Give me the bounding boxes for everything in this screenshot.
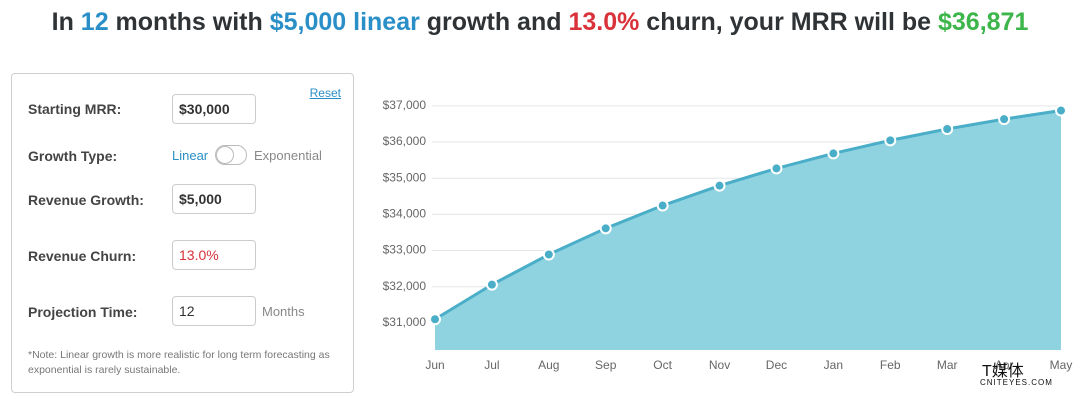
headline-part: $5,000 linear — [269, 8, 420, 36]
watermark: T媒体 — [982, 363, 1024, 380]
headline-part: 13.0% — [568, 8, 640, 36]
toggle-knob — [216, 146, 234, 164]
field-label: Growth Type: — [28, 148, 118, 164]
x-tick-label: Mar — [937, 358, 958, 372]
settings-panel: Reset Starting MRR: $30,000 Growth Type:… — [11, 73, 354, 393]
point — [827, 147, 840, 160]
watermark: CNITEYES.COM — [980, 378, 1053, 387]
text-input[interactable]: 12 — [172, 296, 256, 326]
point — [884, 134, 897, 147]
field-label: Revenue Churn: — [28, 248, 137, 264]
toggle-option[interactable]: Exponential — [254, 148, 322, 163]
field-label: Revenue Growth: — [28, 192, 144, 208]
point — [599, 222, 612, 235]
area — [435, 110, 1061, 350]
x-tick-label: Nov — [709, 358, 730, 372]
x-tick-label: Sep — [595, 358, 617, 372]
x-tick-label: Jun — [425, 358, 444, 372]
y-tick-label: $35,000 — [383, 170, 427, 184]
point — [485, 278, 498, 291]
y-tick-label: $37,000 — [383, 98, 427, 112]
y-tick-label: $33,000 — [383, 243, 427, 257]
headline-part: months with — [108, 8, 270, 36]
field-label: Starting MRR: — [28, 101, 122, 117]
point — [941, 123, 954, 135]
headline-part: growth and — [419, 8, 569, 36]
text-input[interactable]: 13.0% — [172, 240, 256, 270]
y-tick-label: $34,000 — [383, 207, 427, 221]
y-tick-label: $32,000 — [383, 279, 427, 293]
point — [656, 199, 669, 212]
headline-part: churn, your MRR will be — [639, 8, 938, 36]
headline-part: 12 — [80, 8, 109, 36]
headline: In 12 months with $5,000 linear growth a… — [0, 8, 1080, 37]
point — [713, 179, 726, 192]
field-label: Projection Time: — [28, 304, 138, 320]
y-tick-label: $36,000 — [383, 134, 427, 148]
point — [1055, 104, 1067, 117]
y-tick-label: $31,000 — [383, 315, 427, 329]
toggle-option[interactable]: Linear — [172, 148, 209, 163]
x-tick-label: Dec — [766, 358, 787, 372]
x-tick-label: May — [1050, 358, 1073, 372]
x-tick-label: Jan — [824, 358, 843, 372]
x-tick-label: Jul — [484, 358, 499, 372]
point — [429, 313, 441, 326]
toggle[interactable] — [215, 145, 247, 165]
note: *Note: Linear growth is more realistic f… — [28, 349, 330, 376]
headline-part: In — [51, 8, 81, 36]
text-input[interactable]: $5,000 — [172, 184, 256, 214]
headline-part: $36,871 — [937, 8, 1029, 36]
x-tick-label: Feb — [880, 358, 901, 372]
point — [998, 113, 1011, 126]
unit-label: Months — [262, 304, 305, 319]
point — [542, 248, 555, 261]
line — [434, 109, 1062, 321]
x-tick-label: Aug — [538, 358, 559, 372]
text-input[interactable]: $30,000 — [172, 94, 256, 124]
point — [770, 162, 783, 175]
reset-link[interactable]: Reset — [309, 86, 341, 100]
x-tick-label: Oct — [653, 358, 672, 372]
